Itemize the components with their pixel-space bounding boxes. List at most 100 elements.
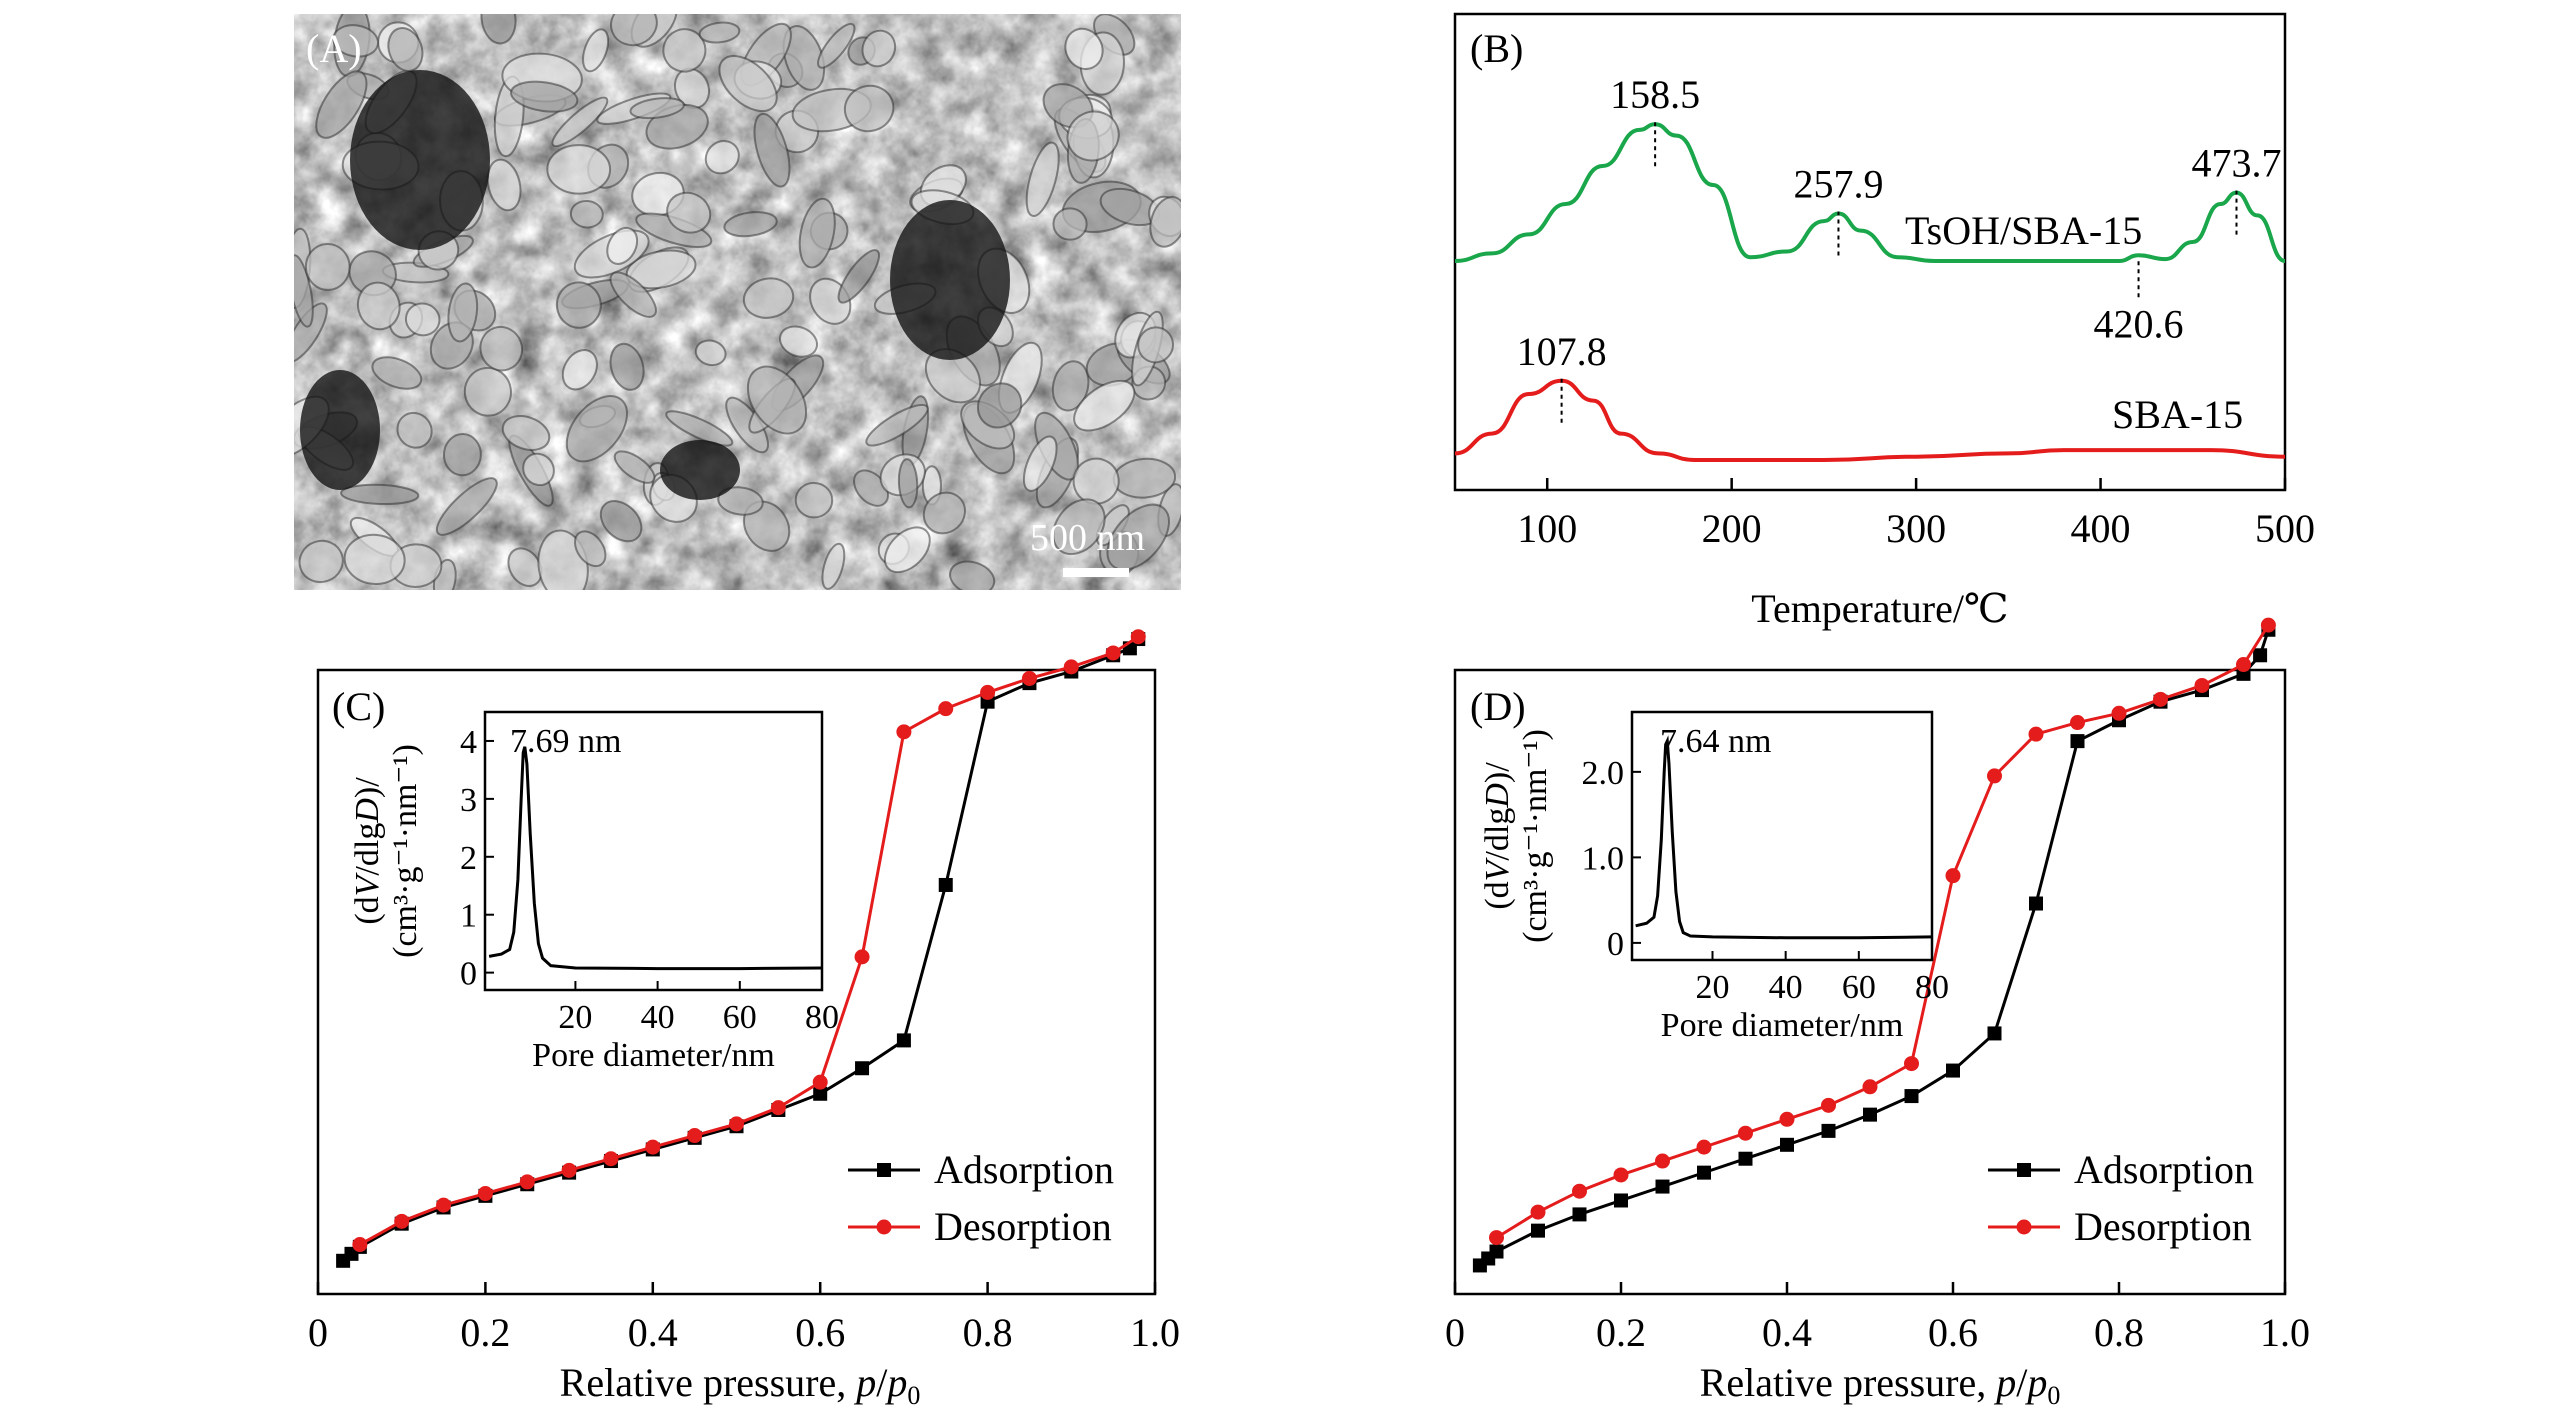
data-point-desorption (1945, 868, 1961, 884)
data-point-adsorption (1655, 1179, 1670, 1194)
sem-particle (387, 27, 424, 72)
inset-curve (488, 746, 823, 971)
data-point-desorption (896, 724, 912, 740)
sem-pore (350, 70, 490, 250)
sem-particle (569, 199, 604, 229)
annotation-label: 107.8 (1517, 329, 1607, 374)
legend-label-adsorption: Adsorption (934, 1147, 1114, 1192)
sem-particle (294, 254, 314, 328)
sem-particle (1072, 457, 1120, 505)
series-label-sba-15: SBA-15 (2112, 392, 2243, 437)
legend-label-adsorption: Adsorption (2074, 1147, 2254, 1192)
sem-particle (1137, 326, 1175, 364)
inset-x-tick-label: 80 (805, 999, 839, 1036)
inset-y-tick-label: 0 (1607, 926, 1624, 963)
panel-b-label: (B) (1470, 26, 1523, 71)
sem-particle (629, 97, 685, 120)
x-tick-label: 0 (308, 1310, 328, 1355)
data-point-desorption (1655, 1153, 1670, 1169)
data-point-desorption (1696, 1139, 1712, 1155)
data-point-desorption (436, 1197, 452, 1213)
sem-particle (1106, 503, 1170, 571)
data-point-desorption (770, 1100, 786, 1116)
legend-marker (2016, 1219, 2032, 1235)
sem-particle (753, 112, 791, 188)
data-point-desorption (2070, 715, 2085, 731)
inset-y-tick-label: 2.0 (1582, 755, 1625, 792)
data-point-desorption (352, 1237, 368, 1253)
data-point-desorption (1987, 768, 2002, 784)
panel-c-xlabel: Relative pressure, p/p0 (560, 1360, 921, 1410)
scale-bar (1063, 568, 1129, 577)
sem-particle (1073, 379, 1136, 432)
sem-particle (561, 349, 598, 391)
sem-pore (890, 200, 1010, 360)
sem-particle (817, 22, 856, 69)
inset-x-tick-label: 80 (1915, 969, 1949, 1006)
inset-x-tick-label: 20 (1695, 969, 1729, 1006)
data-point-desorption (1613, 1167, 1629, 1183)
x-tick-label: 100 (1517, 506, 1577, 551)
inset-ylabel-units: (cm³·g⁻¹·nm⁻¹) (1517, 729, 1554, 943)
sem-particle (821, 542, 846, 590)
sem-particle (897, 458, 919, 509)
sem-particle (332, 24, 380, 58)
sem-particle (1064, 27, 1104, 70)
data-point-adsorption (1780, 1137, 1794, 1152)
data-point-desorption (1021, 670, 1037, 686)
inset-xlabel: Pore diameter/nm (1661, 1007, 1904, 1044)
sem-particle (723, 211, 778, 238)
legend-marker (2017, 1163, 2031, 1177)
data-point-desorption (2236, 657, 2251, 673)
x-tick-label: 300 (1886, 506, 1946, 551)
sem-particle (546, 144, 612, 195)
data-point-desorption (980, 684, 996, 700)
data-point-desorption (1821, 1097, 1836, 1113)
x-tick-label: 0.2 (460, 1310, 510, 1355)
data-point-desorption (1572, 1183, 1587, 1199)
sem-particle (304, 242, 351, 291)
sem-particle (463, 366, 512, 417)
sem-particle (356, 281, 401, 331)
sem-particle (742, 277, 795, 319)
sem-particle (666, 191, 712, 234)
x-tick-label: 0.6 (795, 1310, 845, 1355)
series-label-tsoh-sba-15: TsOH/SBA-15 (1905, 208, 2142, 253)
legend-marker (877, 1163, 891, 1177)
panel-d: (D) 0 0.2 0.4 0.6 0.8 1.0 Adsorption Desorption… (1445, 617, 2310, 1410)
data-point-desorption (1489, 1230, 1504, 1246)
sem-particle (479, 325, 524, 372)
sem-particle (976, 382, 1023, 429)
data-point-desorption (854, 949, 870, 965)
sem-particle (404, 302, 441, 337)
data-point-adsorption (1489, 1244, 1504, 1259)
inset-xlabel: Pore diameter/nm (532, 1037, 775, 1074)
inset-y-tick-label: 2 (460, 840, 477, 877)
sem-particle (340, 483, 420, 506)
x-tick-label: 0.6 (1928, 1310, 1978, 1355)
x-tick-label: 0.8 (2094, 1310, 2144, 1355)
sem-particle (315, 70, 368, 139)
legend-label-desorption: Desorption (934, 1204, 1112, 1249)
data-point-desorption (1738, 1125, 1753, 1141)
panel-d-label: (D) (1470, 684, 1526, 729)
panel-c: (C) 0 0.2 0.4 0.6 0.8 1.0 Adsorption Desorption… (308, 629, 1180, 1410)
x-tick-label: 400 (2071, 506, 2131, 551)
sem-particle (1052, 498, 1106, 556)
data-point-desorption (729, 1116, 744, 1132)
inset-ylabel-units: (cm³·g⁻¹·nm⁻¹) (387, 744, 424, 958)
data-point-desorption (2194, 677, 2210, 693)
data-point-desorption (812, 1074, 828, 1090)
data-point-desorption (2111, 705, 2127, 721)
data-point-desorption (687, 1128, 703, 1144)
panel-b: (B) TsOH/SBA-15 SBA-15 158.5 257.9 473.7 420.… (1453, 12, 2315, 631)
panel-d-xlabel: Relative pressure, p/p0 (1700, 1360, 2061, 1410)
x-tick-label: 0.4 (628, 1310, 678, 1355)
data-point-desorption (645, 1139, 661, 1155)
sem-particle (1066, 110, 1120, 162)
sem-particle (794, 481, 834, 519)
series-line-sba-15 (1454, 378, 2286, 463)
sem-particle (718, 55, 778, 113)
inset-ylabel: (dV/dlgD)/ (349, 777, 386, 925)
data-point-desorption (2028, 726, 2044, 742)
